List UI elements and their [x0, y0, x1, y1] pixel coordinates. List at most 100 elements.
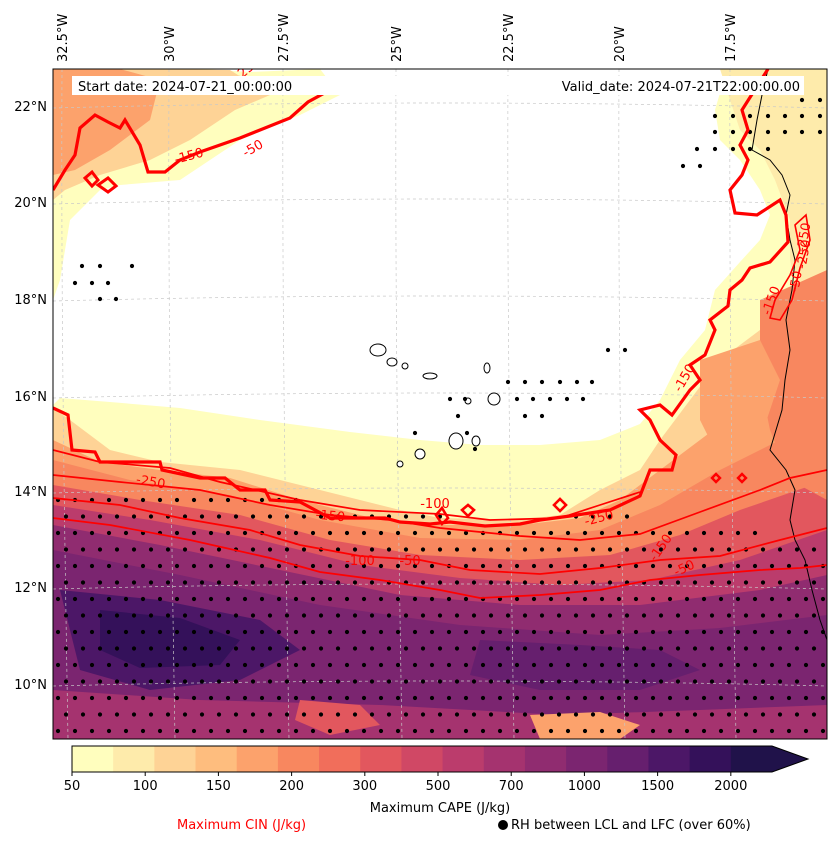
- cin-contour-diamond-nw: [82, 169, 100, 189]
- rh-stipple-dot: [395, 596, 401, 602]
- rh-stipple-dot: [522, 613, 528, 618]
- rh-stipple-dot: [72, 728, 78, 734]
- rh-stipple-dot: [361, 728, 367, 734]
- rh-stipple-dot: [55, 596, 61, 602]
- rh-stipple-dot: [735, 563, 741, 569]
- rh-stipple-dot: [747, 146, 753, 152]
- rh-stipple-dot: [301, 646, 307, 651]
- rh-stipple-dot: [233, 580, 239, 585]
- rh-stipple-dot: [760, 580, 766, 585]
- rh-stipple-dot: [726, 646, 732, 651]
- cin-contour-label: -50: [787, 270, 805, 294]
- rh-stipple-dot: [403, 613, 409, 618]
- rh-stipple-dot: [633, 728, 639, 734]
- colorbar-tick-label: 1500: [641, 779, 674, 794]
- rh-stipple-dot: [680, 163, 686, 169]
- rh-stipple-dot: [811, 646, 817, 651]
- rh-stipple-dot: [310, 662, 316, 668]
- rh-stipple-dot: [97, 580, 103, 585]
- rh-stipple-dot: [547, 396, 553, 402]
- rh-stipple-dot: [437, 646, 443, 651]
- rh-stipple-dot: [539, 613, 545, 618]
- rh-stipple-dot: [123, 530, 129, 536]
- rh-stipple-dot: [658, 712, 664, 717]
- rh-stipple-dot: [284, 646, 290, 651]
- rh-stipple-dot: [97, 646, 103, 651]
- rh-stipple-dot: [480, 662, 486, 668]
- rh-stipple-dot: [352, 679, 358, 684]
- rh-stipple-dot: [123, 497, 129, 503]
- rh-stipple-dot: [157, 728, 163, 734]
- rh-stipple-dot: [463, 629, 469, 635]
- rh-stipple-dot: [505, 379, 511, 385]
- rh-stipple-dot: [72, 629, 78, 635]
- rh-stipple-dot: [395, 728, 401, 734]
- rh-stipple-dot: [157, 662, 163, 668]
- rh-stipple-dot: [352, 547, 358, 552]
- rh-stipple-dot: [284, 514, 290, 519]
- meridian-gridline: [618, 69, 626, 739]
- rh-stipple-dot: [148, 514, 154, 519]
- rh-stipple-dot: [293, 629, 299, 635]
- rh-stipple-dot: [454, 547, 460, 552]
- lon-tick-label: 20°W: [613, 26, 628, 62]
- rh-stipple-dot: [420, 547, 426, 552]
- rh-stipple-dot: [752, 596, 758, 602]
- rh-stipple-dot: [582, 629, 588, 635]
- rh-stipple-dot: [63, 514, 69, 519]
- rh-stipple-dot: [505, 580, 511, 585]
- rh-stipple-dot: [72, 662, 78, 668]
- rh-stipple-dot: [97, 547, 103, 552]
- rh-stipple-dot: [565, 530, 571, 536]
- rh-stipple-dot: [607, 679, 613, 684]
- rh-stipple-dot: [310, 596, 316, 602]
- rh-stipple-dot: [174, 530, 180, 536]
- rh-stipple-dot: [514, 563, 520, 569]
- rh-stipple-dot: [454, 646, 460, 651]
- cape-verde-island: [396, 460, 404, 468]
- rh-stipple-dot: [106, 695, 112, 701]
- rh-stipple-dot: [777, 613, 783, 618]
- colorbar-segment: [195, 746, 238, 772]
- rh-stipple-dot: [464, 430, 470, 436]
- colorbar-segment: [236, 746, 279, 772]
- rh-stipple-dot: [667, 662, 673, 668]
- rh-stipple-dot: [378, 596, 384, 602]
- rh-stipple-dot: [565, 629, 571, 635]
- valid-date: Valid_date: 2024-07-21T22:00:00.00: [562, 80, 800, 95]
- rh-stipple-dot: [55, 563, 61, 569]
- rh-stipple-dot: [701, 695, 707, 701]
- rh-stipple-dot: [471, 613, 477, 618]
- rh-stipple-dot: [605, 347, 611, 353]
- rh-stipple-dot: [765, 146, 771, 152]
- rh-stipple-dot: [208, 596, 214, 602]
- rh-stipple-dot: [259, 563, 265, 569]
- cape-band-1200-south: [53, 550, 827, 739]
- rh-stipple-dot: [548, 530, 554, 536]
- rh-stipple-dot: [497, 563, 503, 569]
- rh-stipple-dot: [624, 712, 630, 717]
- rh-stipple-dot: [701, 728, 707, 734]
- rh-stipple-dot: [539, 712, 545, 717]
- rh-stipple-dot: [599, 596, 605, 602]
- rh-stipple-dot: [72, 596, 78, 602]
- rh-stipple-dot: [412, 629, 418, 635]
- cin-contour-label: -250: [135, 473, 167, 493]
- rh-stipple-dot: [284, 613, 290, 618]
- rh-stipple-dot: [718, 596, 724, 602]
- rh-stipple-dot: [590, 613, 596, 618]
- rh-stipple-dot: [327, 728, 333, 734]
- rh-stipple-dot: [548, 695, 554, 701]
- rh-stipple-dot: [199, 712, 205, 717]
- lat-tick-label: 12°N: [14, 581, 47, 596]
- rh-stipple-dot: [361, 530, 367, 536]
- rh-stipple-dot: [199, 613, 205, 618]
- rh-stipple-dot: [675, 547, 681, 552]
- rh-stipple-dot: [123, 728, 129, 734]
- rh-stipple-dot: [420, 646, 426, 651]
- rh-stipple-dot: [531, 662, 537, 668]
- rh-stipple-dot: [820, 629, 826, 635]
- parallel-gridline: [53, 295, 827, 302]
- rh-stipple-dot: [276, 728, 282, 734]
- rh-stipple-dot: [760, 613, 766, 618]
